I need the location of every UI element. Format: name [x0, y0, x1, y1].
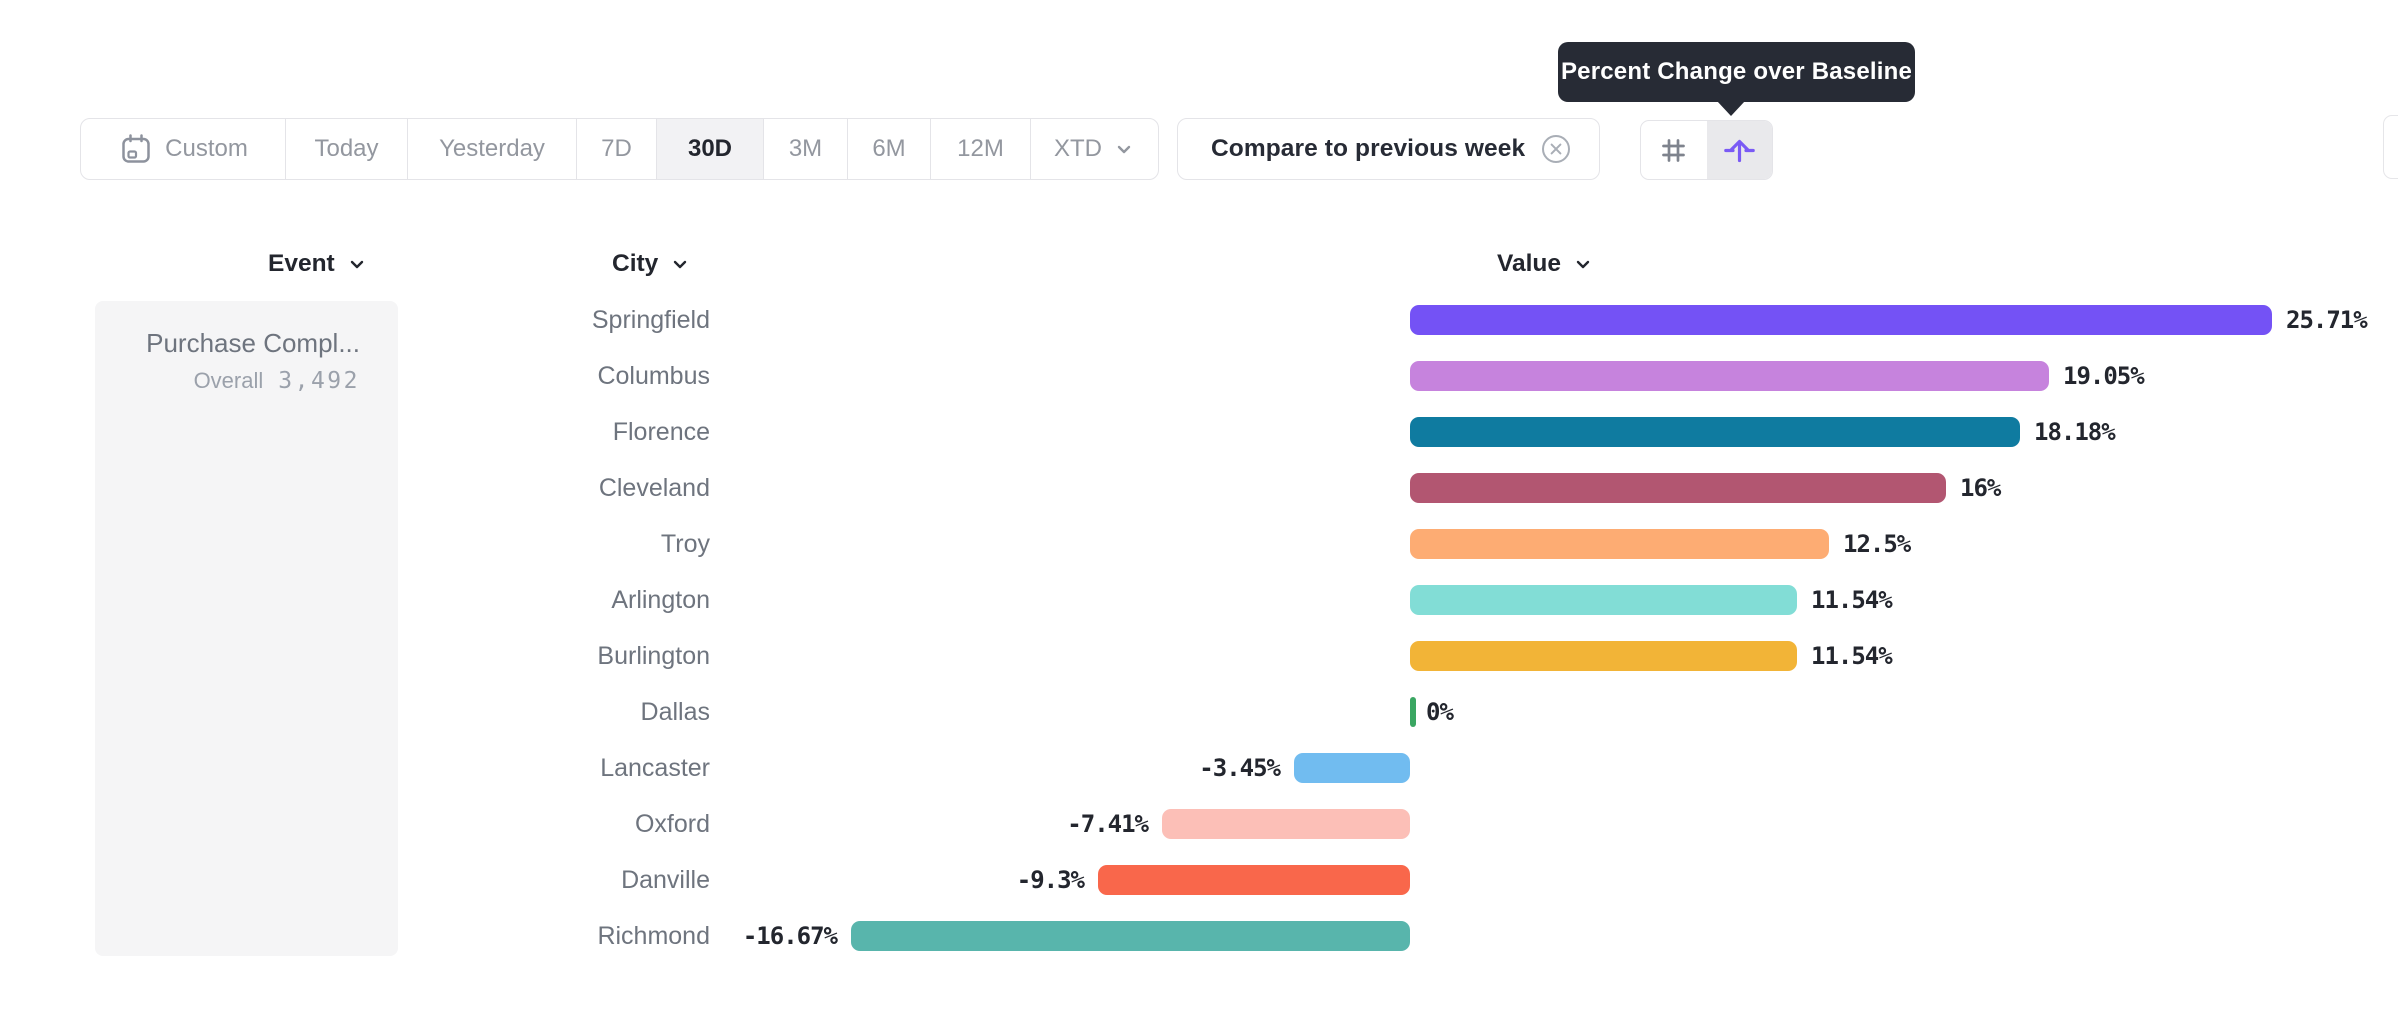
- tooltip-caret-icon: [1717, 101, 1745, 116]
- chevron-down-icon: [1117, 145, 1131, 154]
- column-header-city-label: City: [612, 250, 659, 277]
- baseline-arrow-icon: [1723, 139, 1755, 162]
- event-metric: Overall 3,492: [95, 368, 360, 394]
- chart-row-danville: Danville -9.3%: [0, 865, 2398, 895]
- compare-filter-label: Compare to previous week: [1211, 135, 1526, 162]
- bar-cleveland[interactable]: [1410, 473, 1946, 503]
- chart-row-lancaster: Lancaster -3.45%: [0, 753, 2398, 783]
- city-label: Cleveland: [598, 474, 710, 502]
- event-card[interactable]: Purchase Compl... Overall 3,492: [95, 301, 398, 956]
- bar-lancaster[interactable]: [1294, 753, 1410, 783]
- date-range-xtd[interactable]: XTD: [1030, 119, 1158, 179]
- date-range-label: 6M: [872, 135, 906, 162]
- value-label: -9.3%: [1016, 866, 1085, 894]
- value-label: 0%: [1426, 698, 1454, 726]
- chart-row-dallas: Dallas 0%: [0, 697, 2398, 727]
- chart-view-toggle: [1640, 120, 1773, 180]
- date-range-3m[interactable]: 3M: [763, 119, 847, 179]
- bar-oxford[interactable]: [1162, 809, 1410, 839]
- chevron-down-icon: [674, 260, 687, 269]
- chart-row-columbus: Columbus 19.05%: [0, 361, 2398, 391]
- city-label: Springfield: [591, 306, 710, 334]
- date-range-12m[interactable]: 12M: [930, 119, 1030, 179]
- date-range-label: 30D: [687, 135, 733, 162]
- grid-values-button[interactable]: [1641, 121, 1707, 179]
- value-label: 19.05%: [2063, 362, 2145, 390]
- chart-row-arlington: Arlington 11.54%: [0, 585, 2398, 615]
- chart-row-springfield: Springfield 25.71%: [0, 305, 2398, 335]
- chart-row-cleveland: Cleveland 16%: [0, 473, 2398, 503]
- percent-change-baseline-button[interactable]: [1706, 121, 1772, 179]
- date-range-today[interactable]: Today: [285, 119, 407, 179]
- bar-springfield[interactable]: [1410, 305, 2272, 335]
- value-label: 25.71%: [2286, 306, 2368, 334]
- metric-label: Overall: [193, 368, 264, 393]
- calendar-icon: [122, 134, 150, 163]
- chart-row-florence: Florence 18.18%: [0, 417, 2398, 447]
- chart-row-troy: Troy 12.5%: [0, 529, 2398, 559]
- column-header-value-label: Value: [1497, 250, 1562, 277]
- date-range-label: XTD: [1054, 135, 1102, 162]
- chart-row-oxford: Oxford -7.41%: [0, 809, 2398, 839]
- bar-arlington[interactable]: [1410, 585, 1797, 615]
- chevron-down-icon: [1576, 260, 1590, 269]
- chart-row-richmond: Richmond -16.67%: [0, 921, 2398, 951]
- value-label: 12.5%: [1843, 530, 1911, 558]
- city-label: Troy: [660, 530, 710, 558]
- bar-florence[interactable]: [1410, 417, 2020, 447]
- hash-icon: [1662, 138, 1686, 162]
- column-header-city[interactable]: City: [612, 248, 691, 280]
- city-label: Florence: [612, 418, 710, 446]
- chevron-down-icon: [350, 260, 363, 269]
- value-label: 11.54%: [1811, 642, 1893, 670]
- column-header-event[interactable]: Event: [268, 248, 368, 280]
- date-range-label: Yesterday: [439, 135, 545, 162]
- city-label: Oxford: [634, 810, 710, 838]
- column-header-event-label: Event: [268, 250, 335, 277]
- value-label: -16.67%: [742, 922, 838, 950]
- date-range-label: 3M: [788, 135, 823, 162]
- value-label: -7.41%: [1067, 810, 1149, 838]
- value-label: -3.45%: [1199, 754, 1281, 782]
- city-label: Richmond: [597, 922, 710, 950]
- tooltip-text: Percent Change over Baseline: [1560, 58, 1913, 85]
- bar-dallas[interactable]: [1410, 697, 1416, 727]
- date-range-yesterday[interactable]: Yesterday: [407, 119, 576, 179]
- city-label: Danville: [621, 866, 710, 894]
- date-range-30d[interactable]: 30D: [656, 119, 763, 179]
- clipped-edge-button[interactable]: [2383, 115, 2398, 179]
- close-circle-icon[interactable]: [1541, 134, 1571, 164]
- date-range-label: 12M: [957, 135, 1004, 162]
- value-label: 16%: [1960, 474, 2001, 502]
- bar-burlington[interactable]: [1410, 641, 1797, 671]
- city-label: Lancaster: [600, 754, 710, 782]
- date-range-custom[interactable]: Custom: [81, 119, 285, 179]
- tooltip: Percent Change over Baseline: [1558, 42, 1915, 102]
- bar-richmond[interactable]: [851, 921, 1410, 951]
- date-range-7d[interactable]: 7D: [576, 119, 656, 179]
- date-range-group: Custom Today Yesterday 7D 30D 3M 6M 12M XTD: [80, 118, 1159, 180]
- chart-row-burlington: Burlington 11.54%: [0, 641, 2398, 671]
- column-header-value[interactable]: Value: [1497, 248, 1594, 280]
- bar-columbus[interactable]: [1410, 361, 2049, 391]
- compare-filter-pill[interactable]: Compare to previous week: [1177, 118, 1600, 180]
- date-range-label: Custom: [165, 135, 248, 162]
- bar-danville[interactable]: [1098, 865, 1410, 895]
- bar-troy[interactable]: [1410, 529, 1829, 559]
- date-range-6m[interactable]: 6M: [847, 119, 930, 179]
- city-label: Dallas: [640, 698, 710, 726]
- city-label: Columbus: [597, 362, 710, 390]
- value-label: 18.18%: [2034, 418, 2116, 446]
- event-name: Purchase Compl...: [146, 328, 360, 358]
- date-range-label: 7D: [601, 135, 632, 162]
- date-range-label: Today: [314, 135, 379, 162]
- city-label: Arlington: [611, 586, 710, 614]
- value-label: 11.54%: [1811, 586, 1893, 614]
- city-label: Burlington: [597, 642, 710, 670]
- metric-value: 3,492: [278, 368, 360, 394]
